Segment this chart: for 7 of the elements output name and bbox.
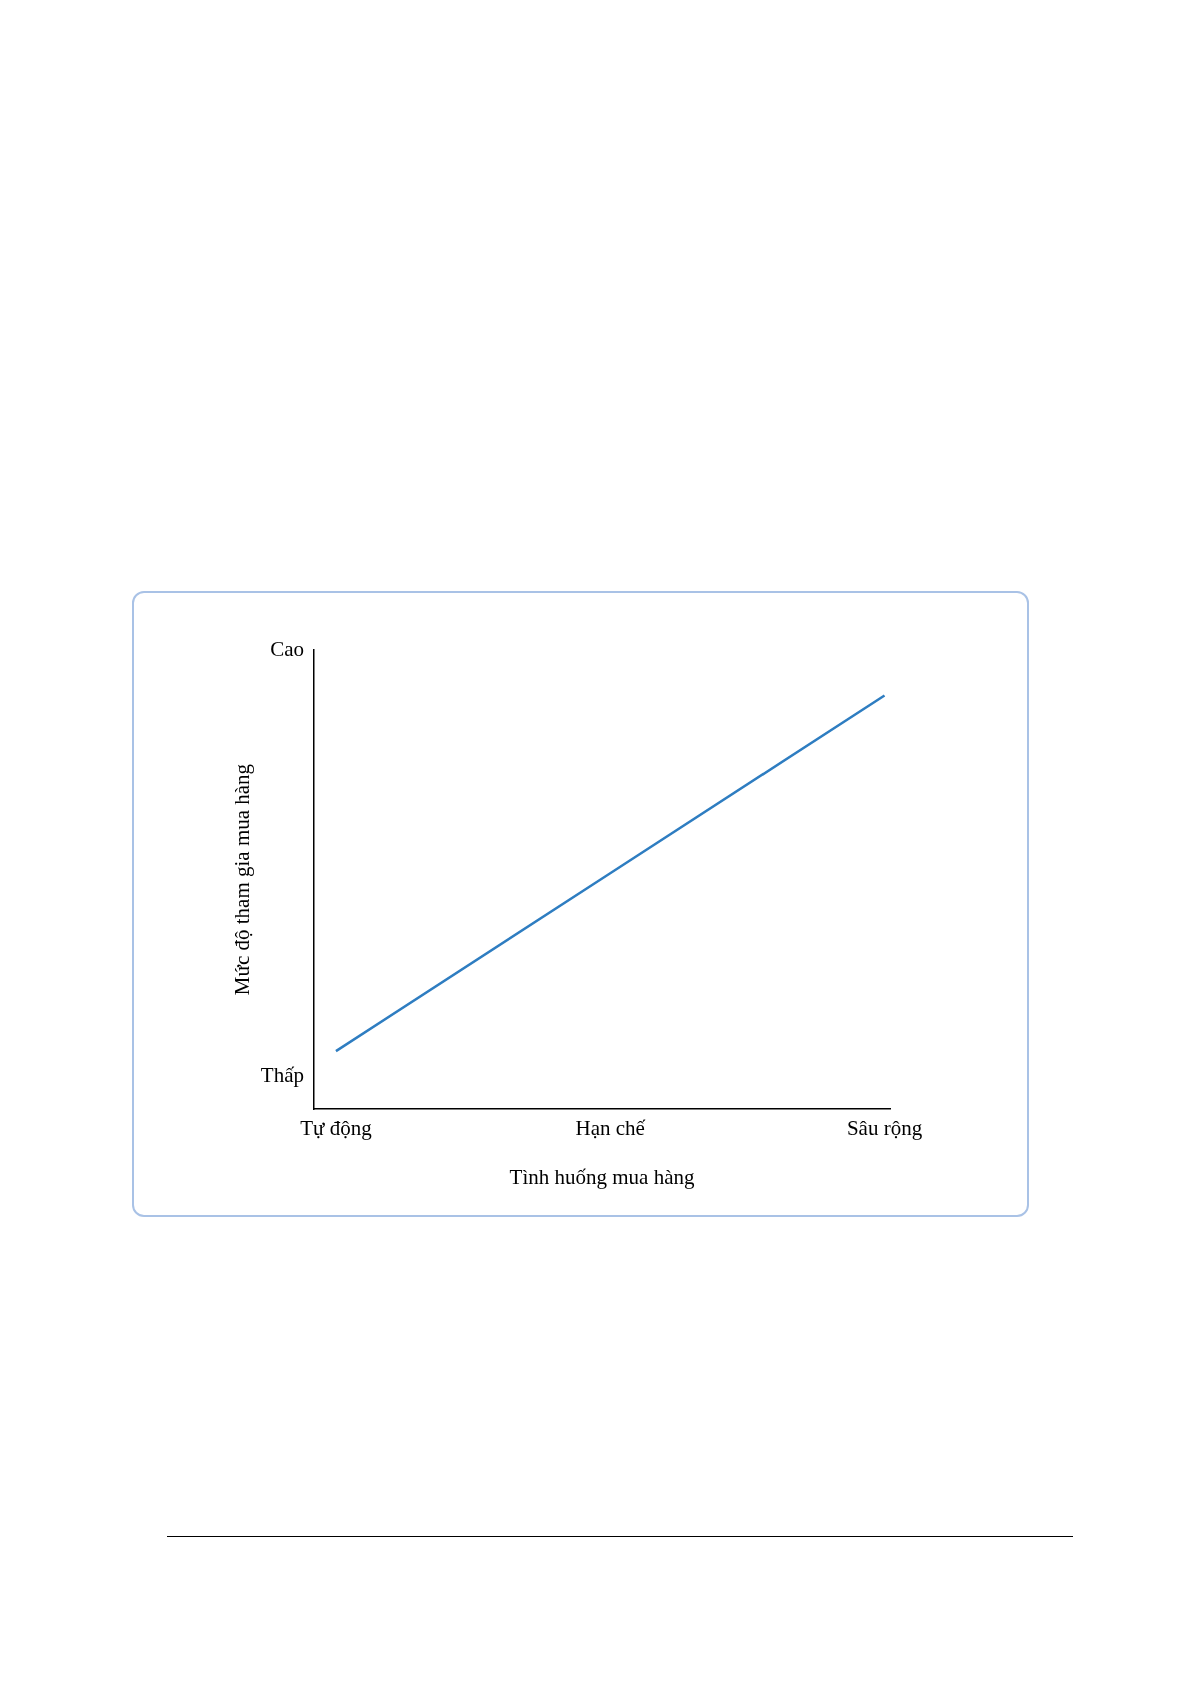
text: Thấp (260, 1063, 304, 1088)
x-tick-label: Tự động (300, 1116, 373, 1141)
text: Cao (270, 636, 304, 661)
x-tick-label: Hạn chế (575, 1116, 646, 1141)
y-axis-title: Mức độ tham gia mua hàng (230, 763, 255, 996)
x-axis-title: Tình huống mua hàng (509, 1164, 695, 1189)
x-tick-label: Sâu rộng (846, 1116, 923, 1141)
